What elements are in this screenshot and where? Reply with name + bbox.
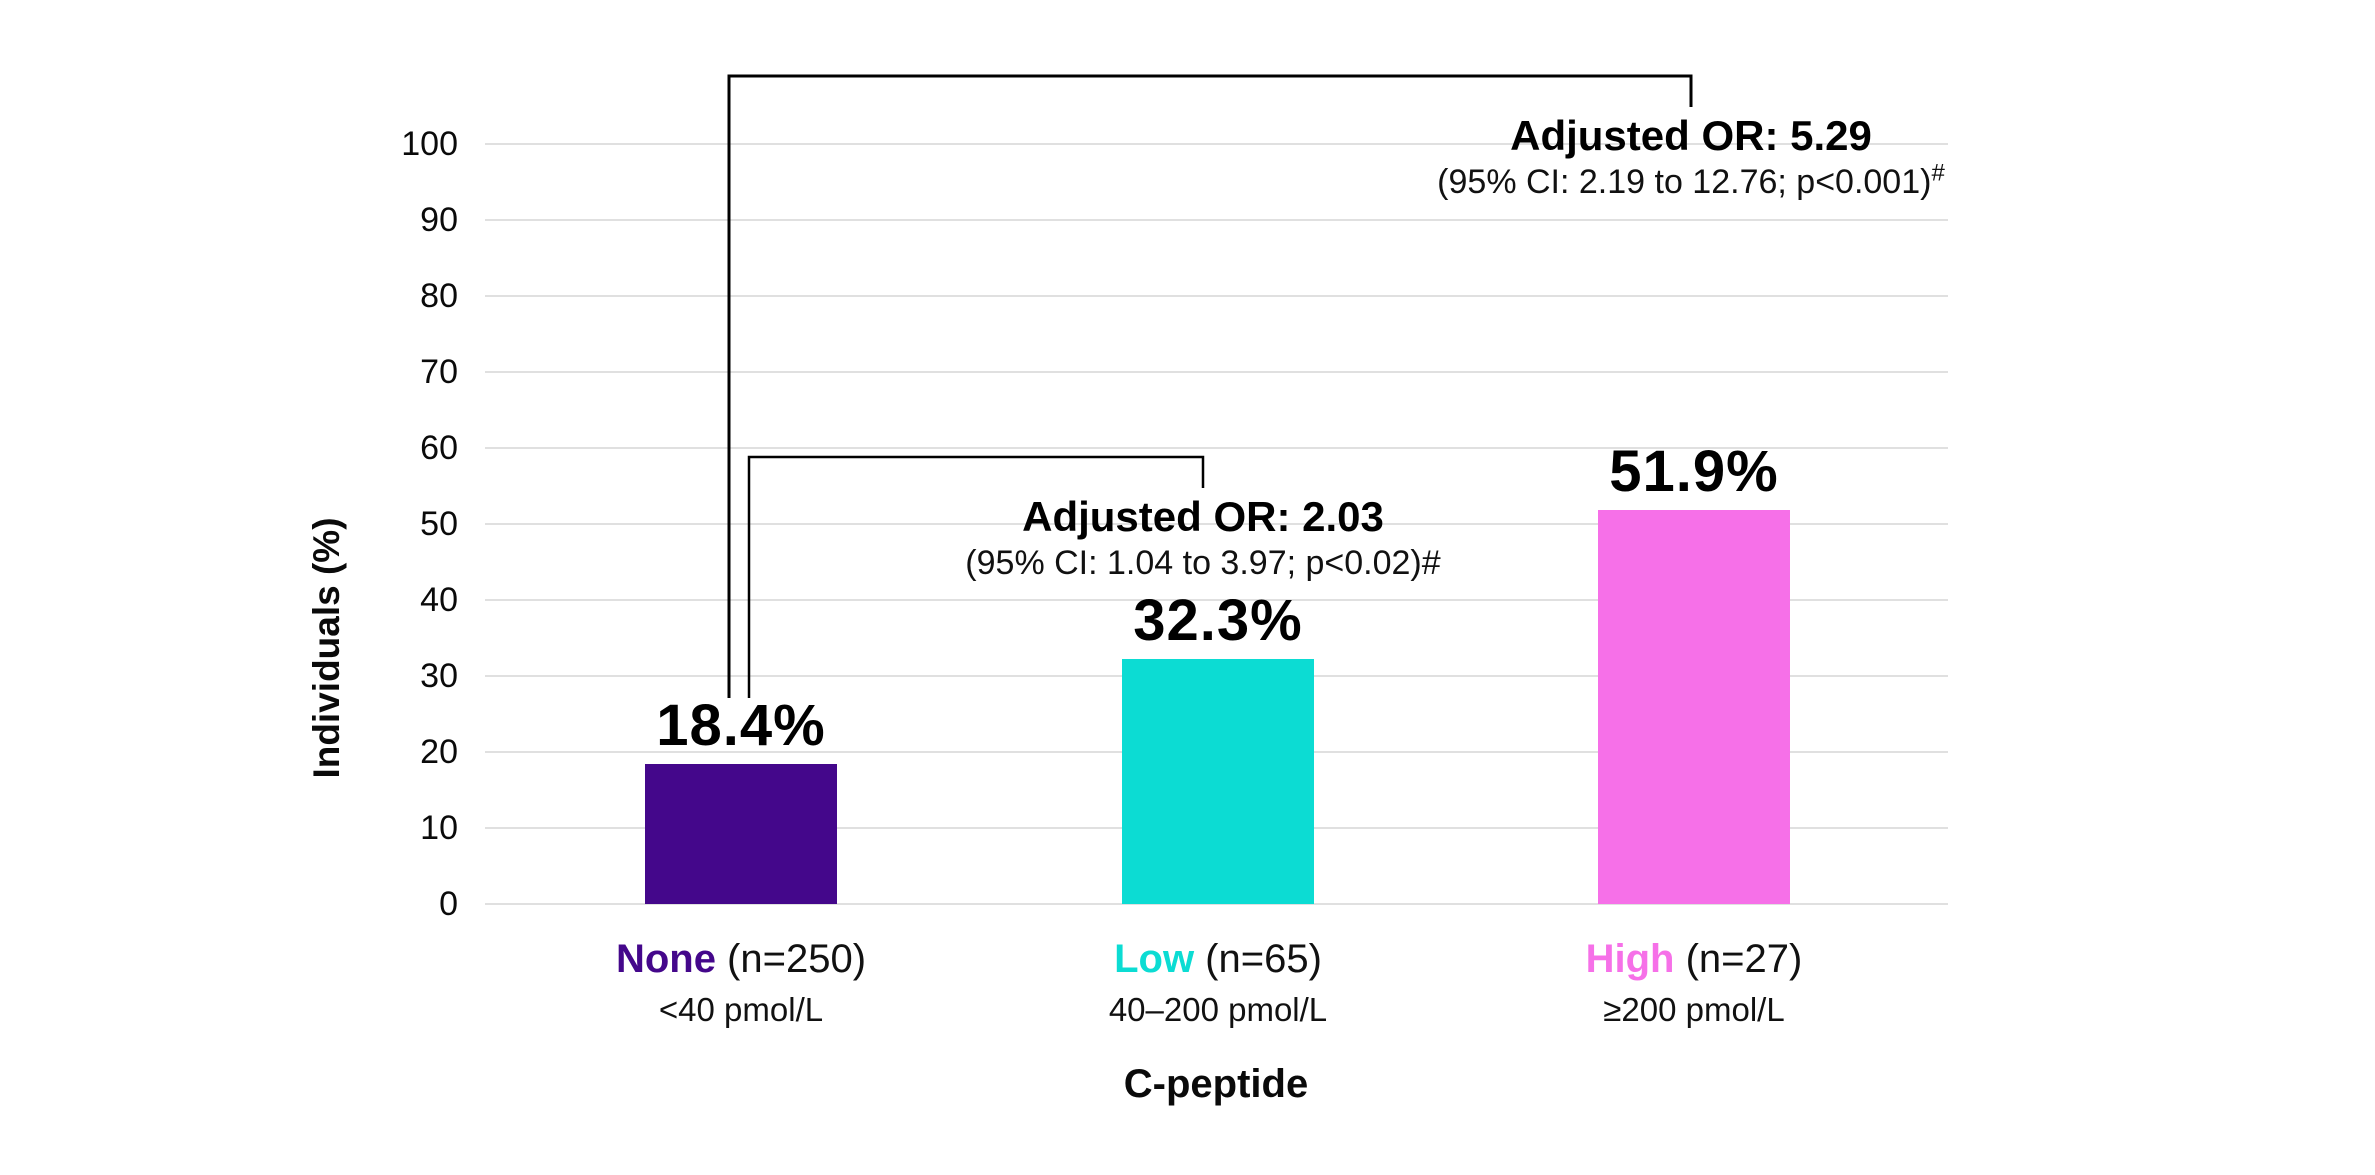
- y-tick-label: 10: [420, 809, 458, 847]
- category-label-high: High (n=27): [1464, 935, 1924, 983]
- bar-none: [645, 764, 837, 904]
- annotation-title: Adjusted OR: 5.29: [1510, 112, 1872, 159]
- y-tick-label: 60: [420, 429, 458, 467]
- footnote-marker: #: [1421, 544, 1441, 582]
- bracket-high-vs-none: [727, 74, 1693, 698]
- y-tick-label: 20: [420, 733, 458, 771]
- y-tick-label: 30: [420, 657, 458, 695]
- bar-low: [1122, 658, 1314, 904]
- y-tick-label: 0: [439, 885, 458, 923]
- annotation-low-vs-none: Adjusted OR: 2.03 (95% CI: 1.04 to 3.97;…: [743, 493, 1663, 585]
- category-label-none: None (n=250): [511, 935, 971, 983]
- category-n: (n=250): [715, 937, 867, 981]
- y-tick-label: 40: [420, 581, 458, 619]
- x-axis-title: C-peptide: [1123, 1062, 1309, 1106]
- category-name: None: [615, 937, 716, 981]
- category-sublabel-high: ≥200 pmol/L: [1603, 991, 1785, 1028]
- annotation-high-vs-none: Adjusted OR: 5.29 (95% CI: 2.19 to 12.76…: [1231, 112, 2151, 204]
- category-label-low: Low (n=65): [988, 935, 1448, 983]
- y-tick-label: 80: [420, 277, 458, 315]
- gridline: [485, 143, 1948, 145]
- bar-value-label-low: 32.3%: [1133, 587, 1303, 653]
- bar-value-label-none: 18.4%: [656, 693, 826, 759]
- y-tick-label: 90: [420, 201, 458, 239]
- gridline: [485, 295, 1948, 297]
- y-tick-label: 50: [420, 505, 458, 543]
- gridline: [485, 523, 1948, 525]
- gridline: [485, 903, 1948, 905]
- bar-value-label-high: 51.9%: [1609, 438, 1779, 504]
- bracket-low-vs-none: [747, 455, 1205, 698]
- y-tick-label: 70: [420, 353, 458, 391]
- gridline: [485, 599, 1948, 601]
- annotation-title: Adjusted OR: 2.03: [1022, 493, 1384, 540]
- category-name: High: [1585, 937, 1675, 981]
- footnote-marker: #: [1931, 159, 1945, 187]
- annotation-detail: (95% CI: 1.04 to 3.97; p<0.02)#: [965, 544, 1441, 582]
- category-n: (n=27): [1674, 937, 1803, 981]
- gridline: [485, 371, 1948, 373]
- annotation-detail: (95% CI: 2.19 to 12.76; p<0.001)#: [1437, 159, 1945, 201]
- gridline: [485, 447, 1948, 449]
- category-sublabel-low: 40–200 pmol/L: [1108, 991, 1328, 1028]
- category-name: Low: [1114, 937, 1195, 981]
- gridline: [485, 219, 1948, 221]
- y-tick-label: 100: [401, 125, 458, 163]
- category-n: (n=65): [1194, 937, 1322, 981]
- bar-high: [1598, 509, 1790, 904]
- category-sublabel-none: <40 pmol/L: [658, 991, 824, 1028]
